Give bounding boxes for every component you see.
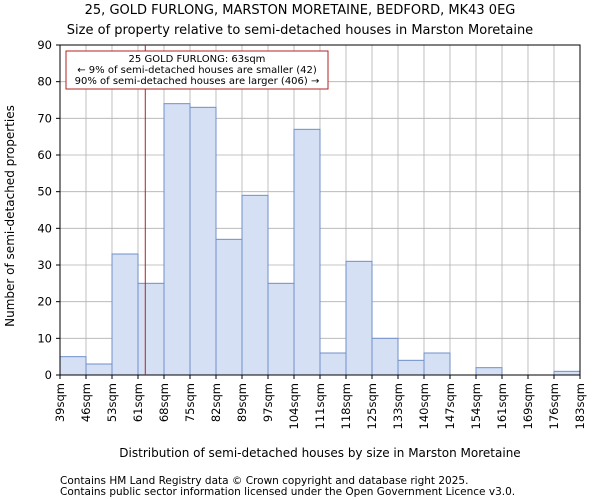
x-tick-label: 161sqm [495,383,509,429]
footer-line-2: Contains public sector information licen… [60,486,515,498]
bar-154sqm [475,367,503,376]
y-tick-label: 10 [37,331,52,345]
y-tick-label: 50 [37,185,52,199]
annotation-line-1: 25 GOLD FURLONG: 63sqm [129,54,266,65]
y-tick-label: 60 [37,148,52,162]
bars [59,103,581,376]
x-tick-label: 125sqm [365,383,379,429]
x-axis-ticks: 39sqm 46sqm 53sqm 61sqm 68sqm 75sqm 82sqm 89sqm… [53,375,587,429]
footer-line-1: Contains HM Land Registry data © Crown c… [60,475,468,487]
bar-111sqm [319,352,347,376]
x-tick-label: 89sqm [235,383,249,422]
x-tick-label: 183sqm [573,383,587,429]
bar-176sqm [553,370,581,376]
y-tick-label: 80 [37,75,52,89]
x-tick-label: 82sqm [209,383,223,422]
y-tick-label: 20 [37,295,52,309]
bar-140sqm [423,352,451,376]
chart-subtitle: Size of property relative to semi-detach… [67,23,533,38]
x-tick-label: 111sqm [313,383,327,429]
y-tick-label: 70 [37,111,52,125]
y-tick-label: 0 [45,368,52,382]
bar-133sqm [397,359,425,376]
bar-104sqm [293,128,321,376]
x-tick-label: 147sqm [443,383,457,429]
y-axis-label: Number of semi-detached properties [3,105,17,327]
y-tick-label: 90 [37,38,52,52]
bar-125sqm [371,337,399,376]
x-tick-label: 154sqm [469,383,483,429]
bar-75sqm [189,106,217,376]
y-axis-ticks: 0 10 20 30 40 50 60 70 80 90 [37,38,60,382]
x-tick-label: 133sqm [391,383,405,429]
bar-97sqm [267,282,295,376]
bar-39sqm [59,356,87,376]
annotation-line-2: ← 9% of semi-detached houses are smaller… [77,65,317,76]
x-tick-label: 53sqm [105,383,119,422]
bar-53sqm [111,253,139,376]
x-tick-label: 75sqm [183,383,197,422]
x-tick-label: 169sqm [521,383,535,429]
bar-118sqm [345,260,373,376]
x-tick-label: 104sqm [287,383,301,429]
x-tick-label: 39sqm [53,383,67,422]
x-tick-label: 68sqm [157,383,171,422]
bar-61sqm [137,282,165,376]
y-tick-label: 40 [37,221,52,235]
x-tick-label: 118sqm [339,383,353,429]
x-axis-label: Distribution of semi-detached houses by … [119,446,520,460]
y-tick-label: 30 [37,258,52,272]
x-tick-label: 140sqm [417,383,431,429]
x-tick-label: 46sqm [79,383,93,422]
bar-68sqm [163,103,191,376]
bar-82sqm [215,238,243,376]
plot-frame [59,44,581,376]
x-tick-label: 61sqm [131,383,145,422]
bar-46sqm [85,363,113,376]
chart-title: 25, GOLD FURLONG, MARSTON MORETAINE, BED… [85,3,516,18]
annotation-line-3: 90% of semi-detached houses are larger (… [75,76,320,87]
bar-89sqm [241,194,269,376]
x-tick-label: 97sqm [261,383,275,422]
annotation-box: 25 GOLD FURLONG: 63sqm ← 9% of semi-deta… [65,50,329,90]
x-tick-label: 176sqm [547,383,561,429]
